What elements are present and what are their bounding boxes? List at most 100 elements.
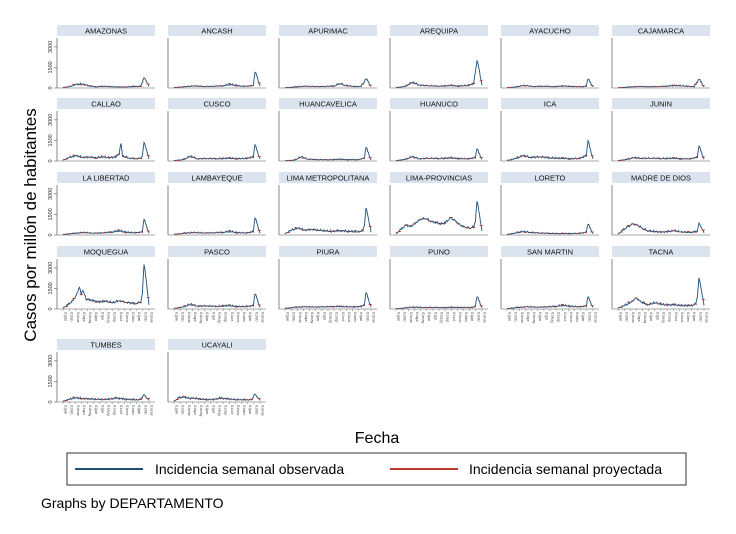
- panel-header: [168, 25, 266, 36]
- panel-title: AREQUIPA: [420, 27, 458, 36]
- y-tick-label: 0: [48, 159, 54, 162]
- x-tick-label: 01jan: [175, 312, 179, 321]
- panel-header: [279, 25, 377, 36]
- panel-lima-provincias: LIMA-PROVINCIAS: [389, 172, 488, 236]
- panel-header: [501, 98, 599, 109]
- series-projected-line: [64, 83, 150, 88]
- x-tick-label: 01feb: [625, 312, 629, 322]
- series-projected-line: [619, 156, 705, 161]
- series-observed-line: [506, 139, 594, 161]
- y-tick-label: 1500: [48, 134, 54, 146]
- panel-header: [390, 172, 488, 183]
- panel-title: APURIMAC: [308, 27, 348, 36]
- x-tick-label: 01nov: [236, 405, 240, 415]
- y-tick-label: 0: [48, 307, 54, 310]
- x-tick-label: 01nov: [125, 405, 129, 415]
- x-tick-label: 01jun: [205, 405, 209, 414]
- panel-huanuco: HUANUCO: [389, 98, 488, 162]
- x-tick-label: 01mar: [705, 312, 709, 323]
- legend-label-projected: Incidencia semanal proyectada: [469, 461, 662, 477]
- series-observed-line: [62, 394, 150, 402]
- y-tick-label: 3000: [48, 114, 54, 126]
- panel-header: [57, 246, 155, 257]
- x-tick-label: 01jul: [100, 312, 104, 320]
- panel-header: [57, 98, 155, 109]
- x-tick-label: 01feb: [181, 405, 185, 415]
- panel-title: ANCASH: [201, 27, 232, 36]
- y-tick-label: 3000: [48, 262, 54, 274]
- series-projected-line: [508, 155, 594, 161]
- x-tick-label: 01apr: [637, 312, 641, 322]
- panel-arequipa: AREQUIPA: [389, 25, 488, 89]
- panel-title: CUSCO: [203, 100, 230, 109]
- x-tick-label: 01nov: [125, 312, 129, 322]
- panel-title: SAN MARTIN: [527, 248, 573, 257]
- panel-title: MOQUEGUA: [84, 248, 129, 257]
- panel-cusco: CUSCO: [167, 98, 266, 162]
- series-projected-line: [64, 229, 150, 235]
- series-projected-line: [619, 224, 705, 233]
- x-tick-label: 01jan: [137, 405, 141, 414]
- x-tick-label: 01jan: [397, 312, 401, 321]
- series-projected-line: [175, 82, 261, 88]
- panel-header: [612, 172, 710, 183]
- series-observed-line: [173, 293, 261, 309]
- x-tick-label: 01dec: [353, 312, 357, 322]
- x-tick-label: 01jan: [581, 312, 585, 321]
- x-tick-label: 01jan: [619, 312, 623, 321]
- panel-header: [168, 246, 266, 257]
- panel-header: [168, 172, 266, 183]
- x-tick-label: 01may: [199, 312, 203, 323]
- panel-la-libertad: LA LIBERTAD 0 1500 3000: [48, 172, 155, 237]
- panel-title: LAMBAYEQUE: [191, 174, 242, 183]
- x-tick-label: 01jan: [248, 405, 252, 414]
- panel-header: [612, 246, 710, 257]
- panel-title: JUNIN: [650, 100, 672, 109]
- series-projected-line: [286, 83, 372, 89]
- panel-amazonas: AMAZONAS 0 1500 3000: [48, 25, 155, 90]
- x-tick-label: 01jan: [359, 312, 363, 321]
- panel-madre-de-dios: MADRE DE DIOS: [611, 172, 710, 236]
- series-projected-line: [397, 80, 483, 88]
- x-tick-label: 01mar: [594, 312, 598, 323]
- x-tick-label: 01apr: [193, 312, 197, 322]
- y-tick-label: 3000: [48, 355, 54, 367]
- series-projected-line: [508, 231, 594, 235]
- series-observed-line: [395, 59, 483, 89]
- legend-box: [66, 452, 687, 486]
- x-tick-label: 01sep: [224, 405, 228, 415]
- x-tick-label: 01aug: [329, 312, 333, 323]
- x-tick-label: 01dec: [575, 312, 579, 322]
- panel-header: [57, 172, 155, 183]
- x-tick-label: 01aug: [218, 405, 222, 416]
- x-tick-label: 01feb: [587, 312, 591, 322]
- x-tick-label: 01jan: [692, 312, 696, 321]
- x-tick-label: 01jul: [433, 312, 437, 320]
- panel-title: MADRE DE DIOS: [631, 174, 691, 183]
- panel-header: [612, 98, 710, 109]
- series-projected-line: [286, 304, 372, 309]
- y-tick-label: 0: [48, 400, 54, 403]
- x-tick-label: 01jan: [64, 312, 68, 321]
- panel-header: [390, 246, 488, 257]
- x-tick-label: 01jul: [211, 405, 215, 413]
- x-tick-label: 01may: [532, 312, 536, 323]
- y-tick-label: 0: [48, 86, 54, 89]
- series-projected-line: [175, 156, 261, 161]
- x-tick-label: 01oct: [230, 405, 234, 415]
- panel-lambayeque: LAMBAYEQUE: [167, 172, 266, 236]
- x-tick-label: 01mar: [261, 312, 265, 323]
- x-tick-label: 01oct: [452, 312, 456, 322]
- x-tick-label: 01feb: [403, 312, 407, 322]
- x-tick-label: 01jul: [544, 312, 548, 320]
- x-tick-label: 01apr: [526, 312, 530, 322]
- panel-title: AMAZONAS: [85, 27, 127, 36]
- x-axis-title: Fecha: [355, 430, 400, 447]
- legend: Incidencia semanal observada Incidencia …: [66, 452, 687, 486]
- x-tick-label: 01jan: [470, 312, 474, 321]
- x-tick-label: 01nov: [680, 312, 684, 322]
